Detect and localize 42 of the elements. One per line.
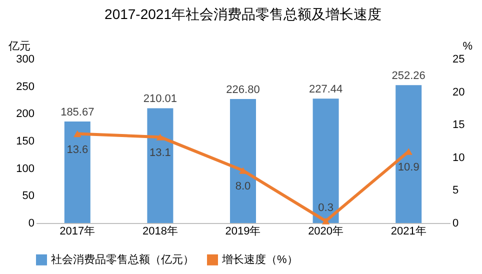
data-label: 13.6: [66, 144, 88, 156]
data-label: 185.67: [60, 106, 94, 118]
data-label: 10.9: [398, 161, 420, 174]
chart-title: 2017-2021年社会消费品零售总额及增长速度: [104, 6, 382, 22]
x-tick-label: 2021年: [390, 226, 426, 238]
y2-tick-label: 25: [452, 54, 465, 66]
y2-tick-label: 15: [452, 119, 465, 132]
legend-label: 社会消费品零售总额（亿元）: [51, 252, 194, 266]
y-tick-label: 0: [28, 218, 34, 230]
y-tick-label: 150: [16, 136, 34, 148]
data-label: 13.1: [149, 147, 171, 160]
bar: [147, 108, 174, 223]
data-label: 226.80: [226, 84, 260, 96]
y-tick-label: 300: [16, 54, 34, 66]
x-tick-label: 2017年: [60, 226, 96, 238]
x-tick-label: 2019年: [225, 226, 261, 238]
y-tick-label: 100: [16, 162, 34, 175]
data-label: 210.01: [143, 93, 178, 106]
point: [156, 134, 164, 140]
point: [74, 130, 82, 138]
bar: [230, 99, 256, 223]
x-tick-label: 2018年: [142, 226, 178, 238]
y2-axis-title: %: [462, 40, 473, 52]
legend-label: 增长速度（%）: [221, 252, 298, 266]
y2-tick-label: 5: [452, 184, 459, 197]
bar: [64, 122, 90, 223]
data-label: 0.3: [318, 202, 334, 214]
x-tick-label: 2020年: [308, 226, 344, 238]
point: [322, 218, 330, 224]
data-label: 252.26: [392, 70, 426, 82]
y-tick-label: 200: [16, 108, 34, 120]
y2-tick-label: 10: [452, 152, 465, 164]
point: [239, 167, 247, 174]
bar: [396, 85, 422, 223]
bar: [312, 98, 339, 223]
y-axis-title: 亿元: [8, 40, 30, 52]
data-label: 8.0: [235, 180, 251, 193]
y2-tick-label: 0: [452, 218, 459, 230]
data-label: 227.44: [308, 84, 343, 96]
y2-tick-label: 20: [452, 86, 465, 98]
y-tick-label: 50: [22, 190, 34, 202]
y-tick-label: 250: [16, 80, 34, 93]
